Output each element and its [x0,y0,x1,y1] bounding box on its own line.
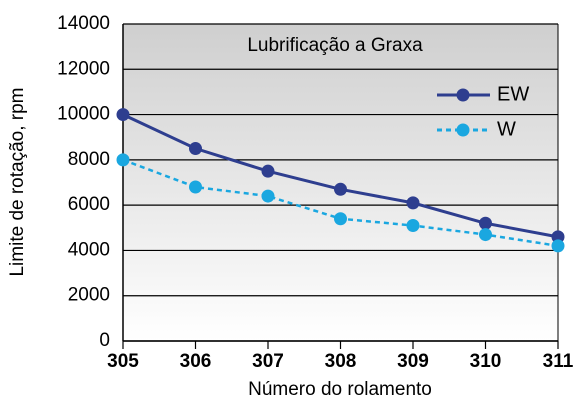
x-tick-label: 311 [543,351,574,372]
x-tick-label: 310 [470,351,502,372]
data-point [334,182,347,196]
x-tick-label: 306 [180,351,212,372]
legend-label: W [497,118,516,140]
data-point [334,212,347,226]
data-point [479,216,492,230]
data-point [261,164,275,178]
data-point [551,230,565,244]
data-point [116,153,130,167]
x-tick-label: 305 [107,351,139,372]
data-point [261,189,275,203]
data-point [551,239,565,253]
y-tick-label: 0 [99,330,110,351]
y-tick-label: 10000 [57,104,110,125]
legend-marker [456,88,470,102]
x-tick-label: 307 [252,351,284,372]
x-tick-label: 308 [325,351,357,372]
data-point [116,108,130,122]
x-tick-label: 309 [397,351,429,372]
legend-label: EW [497,83,529,105]
x-axis-label: Número do rolamento [248,379,432,400]
annotation: Lubrificação a Graxa [247,35,423,56]
plot-background [123,24,558,341]
y-axis-label: Limite de rotação, rpm [7,87,28,276]
y-tick-label: 4000 [68,239,110,260]
y-tick-label: 8000 [68,149,110,170]
y-tick-label: 2000 [68,285,110,306]
y-tick-label: 6000 [68,194,110,215]
y-tick-label: 14000 [57,13,110,34]
data-point [479,228,492,242]
data-point [189,180,202,194]
data-point [406,196,420,210]
data-point [189,142,202,156]
y-tick-label: 12000 [57,58,110,79]
legend-marker [456,123,470,137]
data-point [406,219,420,233]
